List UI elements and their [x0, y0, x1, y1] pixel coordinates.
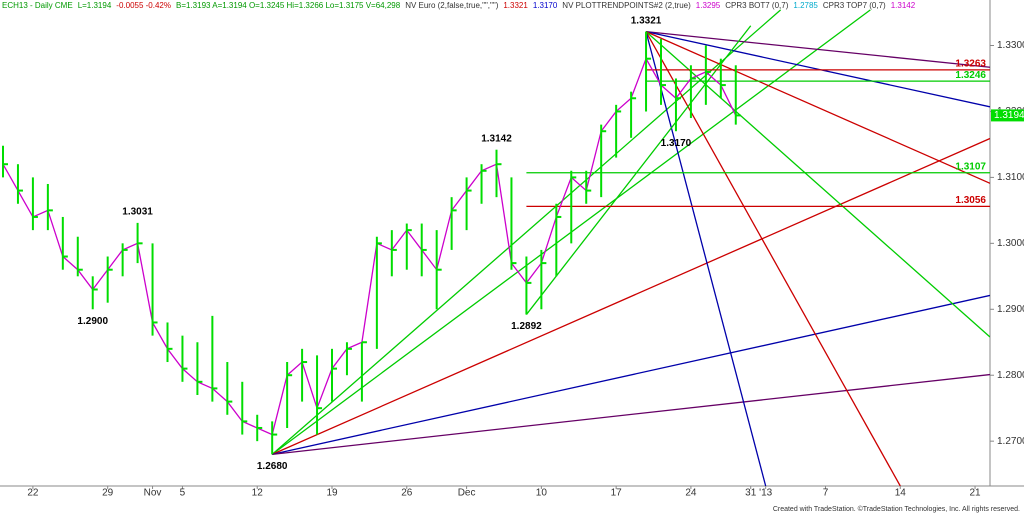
level-label: 1.3056	[955, 195, 986, 206]
trendline	[645, 31, 901, 486]
x-tick-label: 19	[326, 488, 338, 499]
y-tick-label: 1.3100	[997, 172, 1024, 183]
swing-label: 1.3142	[481, 133, 512, 144]
footer: Created with TradeStation. ©TradeStation…	[773, 505, 1020, 513]
trendline	[645, 31, 990, 184]
x-tick-label: 26	[401, 488, 413, 499]
x-tick-label: 12	[252, 488, 264, 499]
trendline	[645, 31, 990, 338]
x-tick-label: 5	[180, 488, 186, 499]
x-tick-label: '13	[759, 488, 772, 499]
x-tick-label: 29	[102, 488, 114, 499]
x-tick-label: 17	[611, 488, 623, 499]
last-price-label: 1.3194	[994, 110, 1024, 121]
header-segment: B=1.3193 A=1.3194 O=1.3245 Hi=1.3266 Lo=…	[176, 1, 401, 10]
header-segment: L=1.3194	[78, 1, 112, 10]
header-segment: -0.0055 -0.42%	[116, 1, 171, 10]
x-tick-label: 22	[27, 488, 39, 499]
swing-label: 1.3170	[661, 138, 692, 149]
x-tick-label: 14	[895, 488, 907, 499]
swing-label: 1.2892	[511, 321, 542, 332]
x-tick-label: 7	[823, 488, 829, 499]
header-segment: ECH13 - Daily CME	[2, 1, 73, 10]
header-segment: 1.3142	[891, 1, 916, 10]
swing-label: 1.3321	[631, 15, 662, 26]
header-segment: 1.3170	[533, 1, 558, 10]
header-segment: CPR3 BOT7 (0,7)	[725, 1, 788, 10]
header-segment: NV PLOTTRENDPOINTS#2 (2,true)	[562, 1, 691, 10]
swing-label: 1.2900	[77, 316, 108, 327]
trendline	[645, 31, 990, 108]
trendlines	[271, 9, 990, 486]
trendline	[525, 25, 752, 315]
header-segment: NV Euro (2,false,true,"","")	[405, 1, 499, 10]
header-segment: 1.2785	[793, 1, 818, 10]
trendline	[272, 294, 990, 455]
y-tick-label: 1.2900	[997, 304, 1024, 315]
trendline	[645, 31, 767, 486]
last-price-box	[991, 109, 1024, 122]
swing-label: 1.3031	[122, 207, 153, 218]
trendline	[271, 9, 782, 455]
trendline	[272, 373, 990, 455]
y-tick-label: 1.2700	[997, 436, 1024, 447]
y-tick-label: 1.3300	[997, 40, 1024, 51]
header-segment: CPR3 TOP7 (0,7)	[823, 1, 886, 10]
header-segment: 1.3295	[696, 1, 721, 10]
trendline	[271, 137, 990, 455]
trendline	[645, 31, 990, 68]
x-tick-label: Dec	[458, 488, 476, 499]
x-tick-label: 31	[745, 488, 757, 499]
level-label: 1.3107	[955, 161, 986, 172]
y-tick-label: 1.2800	[997, 370, 1024, 381]
x-tick-label: Nov	[144, 488, 162, 499]
x-tick-label: 24	[685, 488, 697, 499]
y-tick-label: 1.3000	[997, 238, 1024, 249]
x-tick-label: 10	[536, 488, 548, 499]
level-label: 1.3263	[955, 59, 986, 70]
close-line	[2, 57, 737, 436]
x-tick-label: 21	[969, 488, 981, 499]
swing-label: 1.2680	[257, 461, 288, 472]
header-segment: 1.3321	[503, 1, 528, 10]
level-label: 1.3246	[955, 70, 986, 81]
